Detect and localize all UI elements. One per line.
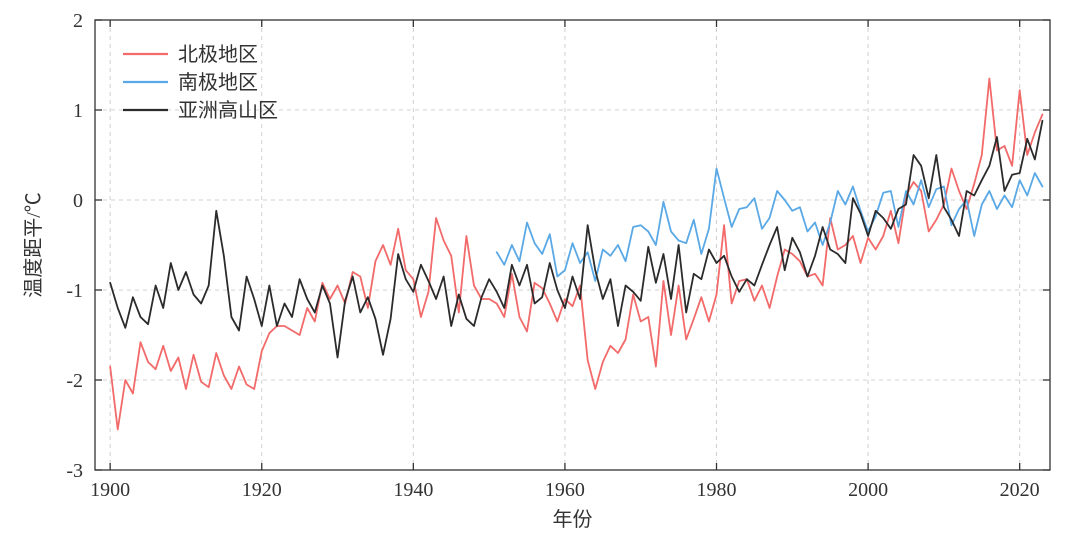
legend: 北极地区南极地区亚洲高山区 (123, 43, 278, 122)
y-tick-label: 1 (73, 100, 83, 122)
y-tick-label: -3 (66, 460, 83, 482)
temperature-anomaly-chart: 1900 1920 1940 1960 1980 2000 2020 -3 -2 -1 0 1 2 年份 温… (0, 0, 1080, 540)
y-tick-label: 2 (73, 10, 83, 32)
x-tick-label: 2000 (848, 479, 888, 501)
x-tick-label: 1940 (393, 479, 433, 501)
legend-label: 亚洲高山区 (178, 99, 278, 122)
x-tick-label: 2020 (1000, 479, 1040, 501)
legend-label: 北极地区 (178, 43, 258, 66)
y-tick-label: 0 (73, 190, 83, 212)
legend-label: 南极地区 (178, 71, 258, 94)
y-axis-label: 温度距平/℃ (22, 192, 45, 298)
x-tick-label: 1960 (545, 479, 585, 501)
x-tick-label: 1920 (242, 479, 282, 501)
x-tick-label: 1900 (90, 479, 130, 501)
x-axis-label: 年份 (553, 508, 593, 531)
y-tick-label: -1 (66, 280, 83, 302)
y-tick-label: -2 (66, 370, 83, 392)
x-tick-label: 1980 (697, 479, 737, 501)
